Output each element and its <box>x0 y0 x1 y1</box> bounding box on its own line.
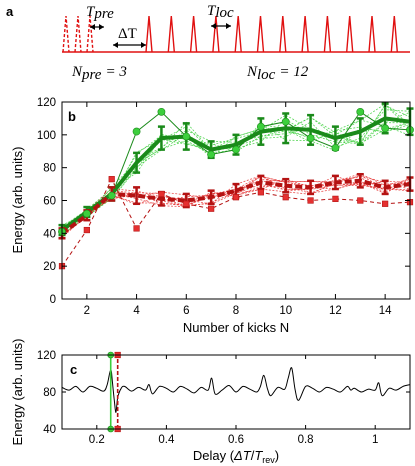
y-tick-label: 100 <box>37 130 56 142</box>
panel-b-chart: b 2 4 6 8 10 12 14 0 20 40 60 80 100 120 Number of ki… <box>10 97 414 335</box>
pre-pulse <box>86 15 94 53</box>
loc-pulse <box>368 15 376 53</box>
red-single-point <box>257 189 264 196</box>
green-single-point <box>207 150 216 159</box>
green-run-line <box>61 103 411 235</box>
y-tick-label: 80 <box>43 387 56 399</box>
green-single-point <box>356 107 365 116</box>
x-tick-label: 10 <box>279 305 292 317</box>
pulse-train <box>62 15 398 53</box>
red-single-point <box>208 205 215 212</box>
panel-b-label: b <box>68 109 76 124</box>
green-run-line <box>61 103 411 229</box>
panel-b-ylabel: Energy (arb. units) <box>10 147 25 254</box>
red-single-point <box>232 194 240 201</box>
loc-pulse <box>145 15 153 53</box>
red-single-point <box>282 194 289 201</box>
y-tick-label: 60 <box>43 196 56 208</box>
panel-c-plot-area <box>61 351 411 433</box>
x-tick-label: 2 <box>84 305 90 317</box>
red-run-line <box>61 175 411 229</box>
panel-c-ylabel: Energy (arb. units) <box>10 339 25 446</box>
green-run-line <box>61 111 411 228</box>
green-single-point <box>256 122 265 131</box>
green-single-point <box>281 117 290 126</box>
t-pre-label: Tpre <box>86 4 114 22</box>
panel-c-axes: 0.2 0.4 0.6 0.8 1 40 80 120 <box>37 350 410 446</box>
loc-pulse <box>234 15 242 53</box>
green-run-line <box>61 104 411 235</box>
x-tick-label: 14 <box>379 305 392 317</box>
red-single-point <box>357 197 364 204</box>
green-single-point <box>107 191 116 200</box>
x-tick-label: 0.4 <box>158 434 175 446</box>
pre-pulse <box>74 15 82 53</box>
n-pre-label: Npre = 3 <box>71 64 127 83</box>
x-tick-label: 1 <box>372 434 378 446</box>
loc-pulse <box>212 15 220 53</box>
n-loc-label: Nloc = 12 <box>246 64 309 83</box>
t-loc-arrowheads <box>211 23 231 29</box>
loc-pulse <box>346 15 354 53</box>
t-loc-label: Tloc <box>207 3 234 21</box>
red-single-point <box>83 226 90 234</box>
x-tick-label: 6 <box>183 305 189 317</box>
panel-a-label: a <box>6 4 14 19</box>
loc-pulse <box>301 15 309 53</box>
delta-t-label: ΔT <box>118 26 137 42</box>
red-single-line <box>61 178 411 267</box>
y-tick-label: 80 <box>43 163 56 175</box>
loc-pulse <box>256 15 265 53</box>
t-pre-arrowheads <box>90 24 104 30</box>
red-run-line <box>61 175 411 238</box>
x-tick-label: 12 <box>329 305 342 317</box>
red-single-point <box>133 225 140 232</box>
green-single-point <box>132 127 141 136</box>
loc-pulse <box>189 15 198 53</box>
red-single-point <box>158 190 165 198</box>
x-tick-label: 0.8 <box>298 434 314 446</box>
loc-pulse <box>390 15 398 53</box>
y-tick-label: 40 <box>43 424 56 436</box>
panel-c-chart: c 0.2 0.4 0.6 0.8 1 40 80 120 Delay (ΔT/Trev) E… <box>10 339 411 465</box>
loc-pulse <box>167 15 175 53</box>
y-tick-label: 40 <box>43 228 56 240</box>
green-single-point <box>157 107 166 116</box>
green-single-point <box>331 144 340 152</box>
panel-b-axes: 2 4 6 8 10 12 14 0 20 40 60 80 100 120 <box>37 97 410 317</box>
y-tick-label: 0 <box>50 294 56 306</box>
x-tick-label: 0.2 <box>89 434 105 446</box>
x-tick-label: 4 <box>133 305 140 317</box>
panel-b-plot-area <box>58 102 414 270</box>
loc-pulse <box>323 15 332 53</box>
panel-b-xlabel: Number of kicks N <box>183 320 289 335</box>
red-single-point <box>108 176 115 183</box>
loc-pulse <box>279 15 287 53</box>
y-tick-label: 120 <box>37 97 56 109</box>
panel-c-label: c <box>70 362 77 377</box>
pre-pulse <box>62 15 70 53</box>
green-single-point <box>381 124 390 133</box>
panel-c-xlabel: Delay (ΔT/Trev) <box>193 448 279 465</box>
red-single-point <box>332 195 339 202</box>
green-single-point <box>182 132 191 141</box>
red-mean-line <box>60 178 411 235</box>
red-single-point <box>382 200 389 207</box>
red-run-line <box>61 176 411 229</box>
x-tick-label: 8 <box>233 305 239 317</box>
green-single-point <box>232 145 240 154</box>
green-single-point <box>82 209 91 218</box>
delay-trace <box>61 367 411 413</box>
y-tick-label: 20 <box>43 261 56 273</box>
panel-a-schematic: a Tpre ΔT Tloc Npre = 3 Nloc = 12 <box>6 3 410 83</box>
x-tick-label: 0.6 <box>228 434 244 446</box>
y-tick-label: 120 <box>37 350 56 362</box>
red-single-point <box>307 197 314 204</box>
green-single-point <box>306 134 315 143</box>
red-single-point <box>183 200 190 207</box>
